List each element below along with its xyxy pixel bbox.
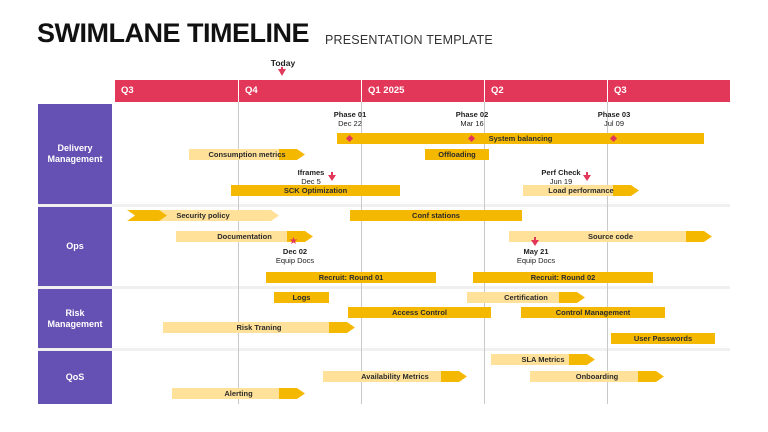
task-label: Recruit: Round 01: [318, 273, 384, 282]
down-arrow-icon: [531, 240, 539, 246]
task-label: SLA Metrics: [521, 355, 565, 364]
task-label: Offloading: [438, 150, 476, 159]
marker-stem: [331, 172, 333, 175]
task-conf-stations[interactable]: Conf stations: [350, 210, 522, 221]
lane-qos: QoS: [38, 351, 112, 404]
lane-ops: Ops: [38, 207, 112, 286]
milestone-iframes: Iframes Dec 5: [290, 168, 332, 186]
lane-divider: [38, 204, 730, 207]
quarter-gridline: [238, 102, 239, 404]
task-label: Certification: [504, 293, 548, 302]
milestone-phase03: Phase 03 Jul 09: [592, 110, 636, 128]
quarter-gridline: [361, 102, 362, 404]
today-label: Today: [270, 58, 296, 68]
task-label: Risk Traning: [236, 323, 282, 332]
task-label: Availability Metrics: [361, 372, 429, 381]
milestone-name: May 21: [523, 247, 549, 256]
task-label: Recruit: Round 02: [530, 273, 596, 282]
quarter-q3-next: Q3: [607, 80, 730, 102]
lane-divider: [38, 286, 730, 289]
task-offloading[interactable]: Offloading: [425, 149, 489, 160]
task-label: Logs: [292, 293, 311, 302]
milestone-name: Dec 02: [282, 247, 308, 256]
marker-stem: [534, 237, 536, 240]
lane-risk-management: Risk Management: [38, 289, 112, 348]
task-recruit-round-01[interactable]: Recruit: Round 01: [266, 272, 436, 283]
milestone-dec02: Dec 02 Equip Docs: [272, 247, 318, 265]
task-label: Source code: [587, 232, 633, 241]
milestone-date: Jun 19: [549, 177, 573, 186]
page-subtitle: PRESENTATION TEMPLATE: [325, 33, 493, 47]
task-label: User Passwords: [633, 334, 693, 343]
milestone-name: Iframes: [297, 168, 325, 177]
quarter-gridline: [607, 102, 608, 404]
milestone-perf-check: Perf Check Jun 19: [536, 168, 586, 186]
page-title: SWIMLANE TIMELINE: [37, 18, 309, 48]
task-label: Security policy: [176, 211, 230, 220]
task-label: System balancing: [488, 134, 553, 143]
task-availability-metrics[interactable]: Availability Metrics: [323, 371, 467, 382]
task-label: Onboarding: [575, 372, 619, 381]
milestone-name: Phase 03: [597, 110, 631, 119]
milestone-may21: May 21 Equip Docs: [513, 247, 559, 265]
task-label: Documentation: [217, 232, 272, 241]
milestone-phase01: Phase 01 Dec 22: [328, 110, 372, 128]
task-risk-training[interactable]: Risk Traning: [163, 322, 355, 333]
quarter-q1-2025: Q1 2025: [361, 80, 484, 102]
milestone-date: Jul 09: [603, 119, 624, 128]
today-arrow-icon: [278, 69, 286, 76]
quarter-gridline: [484, 102, 485, 404]
marker-stem: [586, 172, 588, 175]
milestone-name: Phase 01: [333, 110, 367, 119]
task-label: Load performance: [548, 186, 614, 195]
task-user-passwords[interactable]: User Passwords: [611, 333, 715, 344]
milestone-desc: Equip Docs: [275, 256, 315, 265]
task-logs[interactable]: Logs: [274, 292, 329, 303]
task-sla-metrics[interactable]: SLA Metrics: [491, 354, 595, 365]
lane-delivery-management: Delivery Management: [38, 104, 112, 204]
task-documentation[interactable]: Documentation: [176, 231, 313, 242]
milestone-date: Dec 22: [338, 119, 362, 128]
quarter-header: Q3 Q4 Q1 2025 Q2 Q3: [115, 80, 730, 102]
task-source-code[interactable]: Source code: [509, 231, 712, 242]
quarter-q2: Q2: [484, 80, 607, 102]
task-sck-optimization[interactable]: SCK Optimization: [231, 185, 400, 196]
down-arrow-icon: [583, 175, 591, 181]
lane-divider: [38, 348, 730, 351]
star-icon: ★: [289, 236, 298, 247]
task-consumption-metrics[interactable]: Consumption metrics: [189, 149, 305, 160]
quarter-q4: Q4: [238, 80, 361, 102]
task-certification[interactable]: Certification: [467, 292, 585, 303]
task-control-management[interactable]: Control Management: [521, 307, 665, 318]
milestone-name: Phase 02: [455, 110, 489, 119]
task-label: Alerting: [224, 389, 253, 398]
milestone-name: Perf Check: [541, 168, 581, 177]
milestone-phase02: Phase 02 Mar 16: [450, 110, 494, 128]
milestone-desc: Equip Docs: [516, 256, 556, 265]
today-marker-stem: [281, 67, 283, 70]
task-label: Control Management: [555, 308, 631, 317]
task-load-performance[interactable]: Load performance: [523, 185, 639, 196]
down-arrow-icon: [328, 175, 336, 181]
task-label: Conf stations: [412, 211, 460, 220]
task-label: Access Control: [391, 308, 448, 317]
task-onboarding[interactable]: Onboarding: [530, 371, 664, 382]
milestone-date: Mar 16: [460, 119, 484, 128]
task-security-policy[interactable]: Security policy: [127, 210, 279, 221]
task-recruit-round-02[interactable]: Recruit: Round 02: [473, 272, 653, 283]
task-label: SCK Optimization: [283, 186, 348, 195]
task-system-balancing[interactable]: System balancing: [337, 133, 704, 144]
task-alerting[interactable]: Alerting: [172, 388, 305, 399]
milestone-date: Dec 5: [301, 177, 321, 186]
task-access-control[interactable]: Access Control: [348, 307, 491, 318]
quarter-q3: Q3: [121, 85, 134, 96]
task-label: Consumption metrics: [208, 150, 286, 159]
